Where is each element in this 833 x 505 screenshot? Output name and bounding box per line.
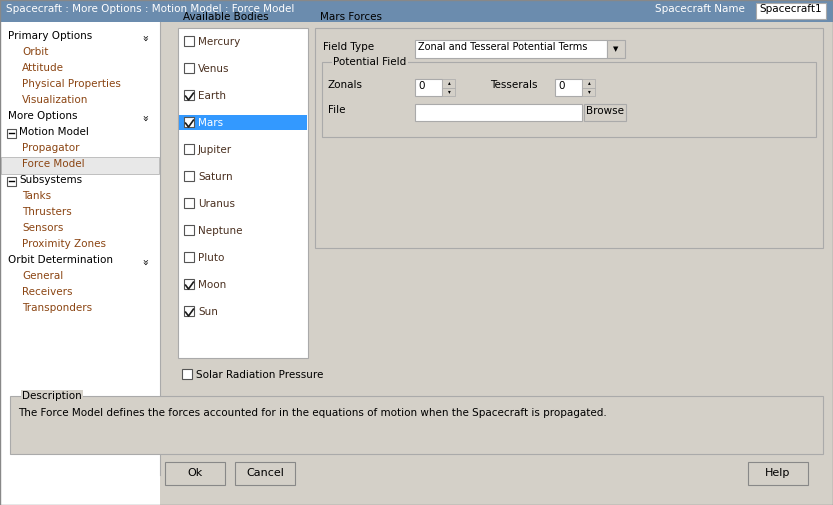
Text: Available Bodies: Available Bodies	[183, 12, 268, 22]
Text: More Options: More Options	[8, 111, 77, 121]
Text: Saturn: Saturn	[198, 172, 232, 182]
Bar	[748, 462, 808, 485]
Bar	[7, 177, 16, 186]
Text: ▼: ▼	[613, 46, 619, 52]
Text: Cancel: Cancel	[246, 469, 284, 479]
Text: Tesserals: Tesserals	[490, 80, 537, 90]
Bar	[184, 36, 194, 46]
Text: Thrusters: Thrusters	[22, 207, 72, 217]
Text: File: File	[328, 105, 346, 115]
Bar	[0, 22, 160, 505]
Text: 0: 0	[418, 81, 425, 91]
Bar	[582, 79, 595, 88]
Text: Proximity Zones: Proximity Zones	[22, 239, 106, 249]
Text: Neptune: Neptune	[198, 226, 242, 236]
Text: Mars Forces: Mars Forces	[320, 12, 382, 22]
Text: Solar Radiation Pressure: Solar Radiation Pressure	[196, 370, 323, 380]
Text: Orbit Determination: Orbit Determination	[8, 255, 113, 265]
Bar	[179, 115, 307, 130]
Bar	[1, 157, 159, 174]
Text: Ok: Ok	[187, 469, 202, 479]
Text: Attitude: Attitude	[22, 63, 64, 73]
Text: Mercury: Mercury	[198, 37, 240, 47]
Text: Pluto: Pluto	[198, 253, 224, 263]
Bar	[184, 63, 194, 73]
Text: Sensors: Sensors	[22, 223, 63, 233]
Bar	[184, 225, 194, 235]
Bar	[184, 171, 194, 181]
Bar	[184, 306, 194, 316]
Text: Moon: Moon	[198, 280, 227, 290]
Text: Mars: Mars	[198, 118, 223, 128]
Text: Earth: Earth	[198, 91, 226, 101]
Bar	[184, 144, 194, 154]
Text: ▴: ▴	[447, 80, 451, 85]
Text: Motion Model: Motion Model	[19, 127, 89, 137]
Text: Transponders: Transponders	[22, 303, 92, 313]
Text: Receivers: Receivers	[22, 287, 72, 297]
Bar	[0, 0, 833, 22]
Text: Venus: Venus	[198, 64, 230, 74]
Text: The Force Model defines the forces accounted for in the equations of motion when: The Force Model defines the forces accou…	[18, 408, 606, 418]
Text: «: «	[141, 259, 151, 266]
Bar	[584, 104, 626, 121]
Text: General: General	[22, 271, 63, 281]
Bar	[322, 62, 816, 137]
Bar	[10, 396, 823, 454]
Text: Zonal and Tesseral Potential Terms: Zonal and Tesseral Potential Terms	[418, 42, 587, 52]
Text: Force Model: Force Model	[22, 159, 85, 169]
Text: Browse: Browse	[586, 106, 624, 116]
Text: Potential Field: Potential Field	[333, 57, 407, 67]
Text: Sun: Sun	[198, 307, 218, 317]
Text: Spacecraft Name: Spacecraft Name	[655, 4, 745, 14]
Text: 0: 0	[558, 81, 565, 91]
Text: Zonals: Zonals	[328, 80, 363, 90]
Bar	[184, 279, 194, 289]
Bar	[235, 462, 295, 485]
Text: Tanks: Tanks	[22, 191, 51, 201]
Bar	[582, 88, 595, 96]
Text: Uranus: Uranus	[198, 199, 235, 209]
Bar	[184, 198, 194, 208]
Bar	[415, 40, 607, 58]
Text: Spacecraft : More Options : Motion Model : Force Model: Spacecraft : More Options : Motion Model…	[6, 4, 294, 14]
Text: Orbit: Orbit	[22, 47, 48, 57]
Bar	[184, 90, 194, 100]
Bar	[607, 40, 625, 58]
Text: Help: Help	[766, 469, 791, 479]
Bar	[7, 129, 16, 138]
Bar	[415, 79, 442, 96]
Text: Description: Description	[22, 391, 82, 401]
Bar	[415, 104, 582, 121]
Bar	[182, 369, 192, 379]
Text: ▾: ▾	[587, 89, 591, 94]
Bar	[555, 79, 582, 96]
Bar	[756, 3, 826, 19]
Text: «: «	[141, 34, 151, 41]
Text: Propagator: Propagator	[22, 143, 79, 153]
Text: Subsystems: Subsystems	[19, 175, 82, 185]
Text: Spacecraft1: Spacecraft1	[759, 4, 821, 14]
Text: «: «	[141, 115, 151, 121]
Text: ▾: ▾	[447, 89, 451, 94]
Bar	[184, 252, 194, 262]
Text: Visualization: Visualization	[22, 95, 88, 105]
Text: ▴: ▴	[587, 80, 591, 85]
Bar	[442, 79, 455, 88]
Bar	[165, 462, 225, 485]
Text: Field Type: Field Type	[323, 42, 374, 52]
Bar	[315, 28, 823, 248]
Text: Primary Options: Primary Options	[8, 31, 92, 41]
Text: Physical Properties: Physical Properties	[22, 79, 121, 89]
Text: Jupiter: Jupiter	[198, 145, 232, 155]
Bar	[442, 88, 455, 96]
Bar	[178, 28, 308, 358]
Bar	[184, 117, 194, 127]
